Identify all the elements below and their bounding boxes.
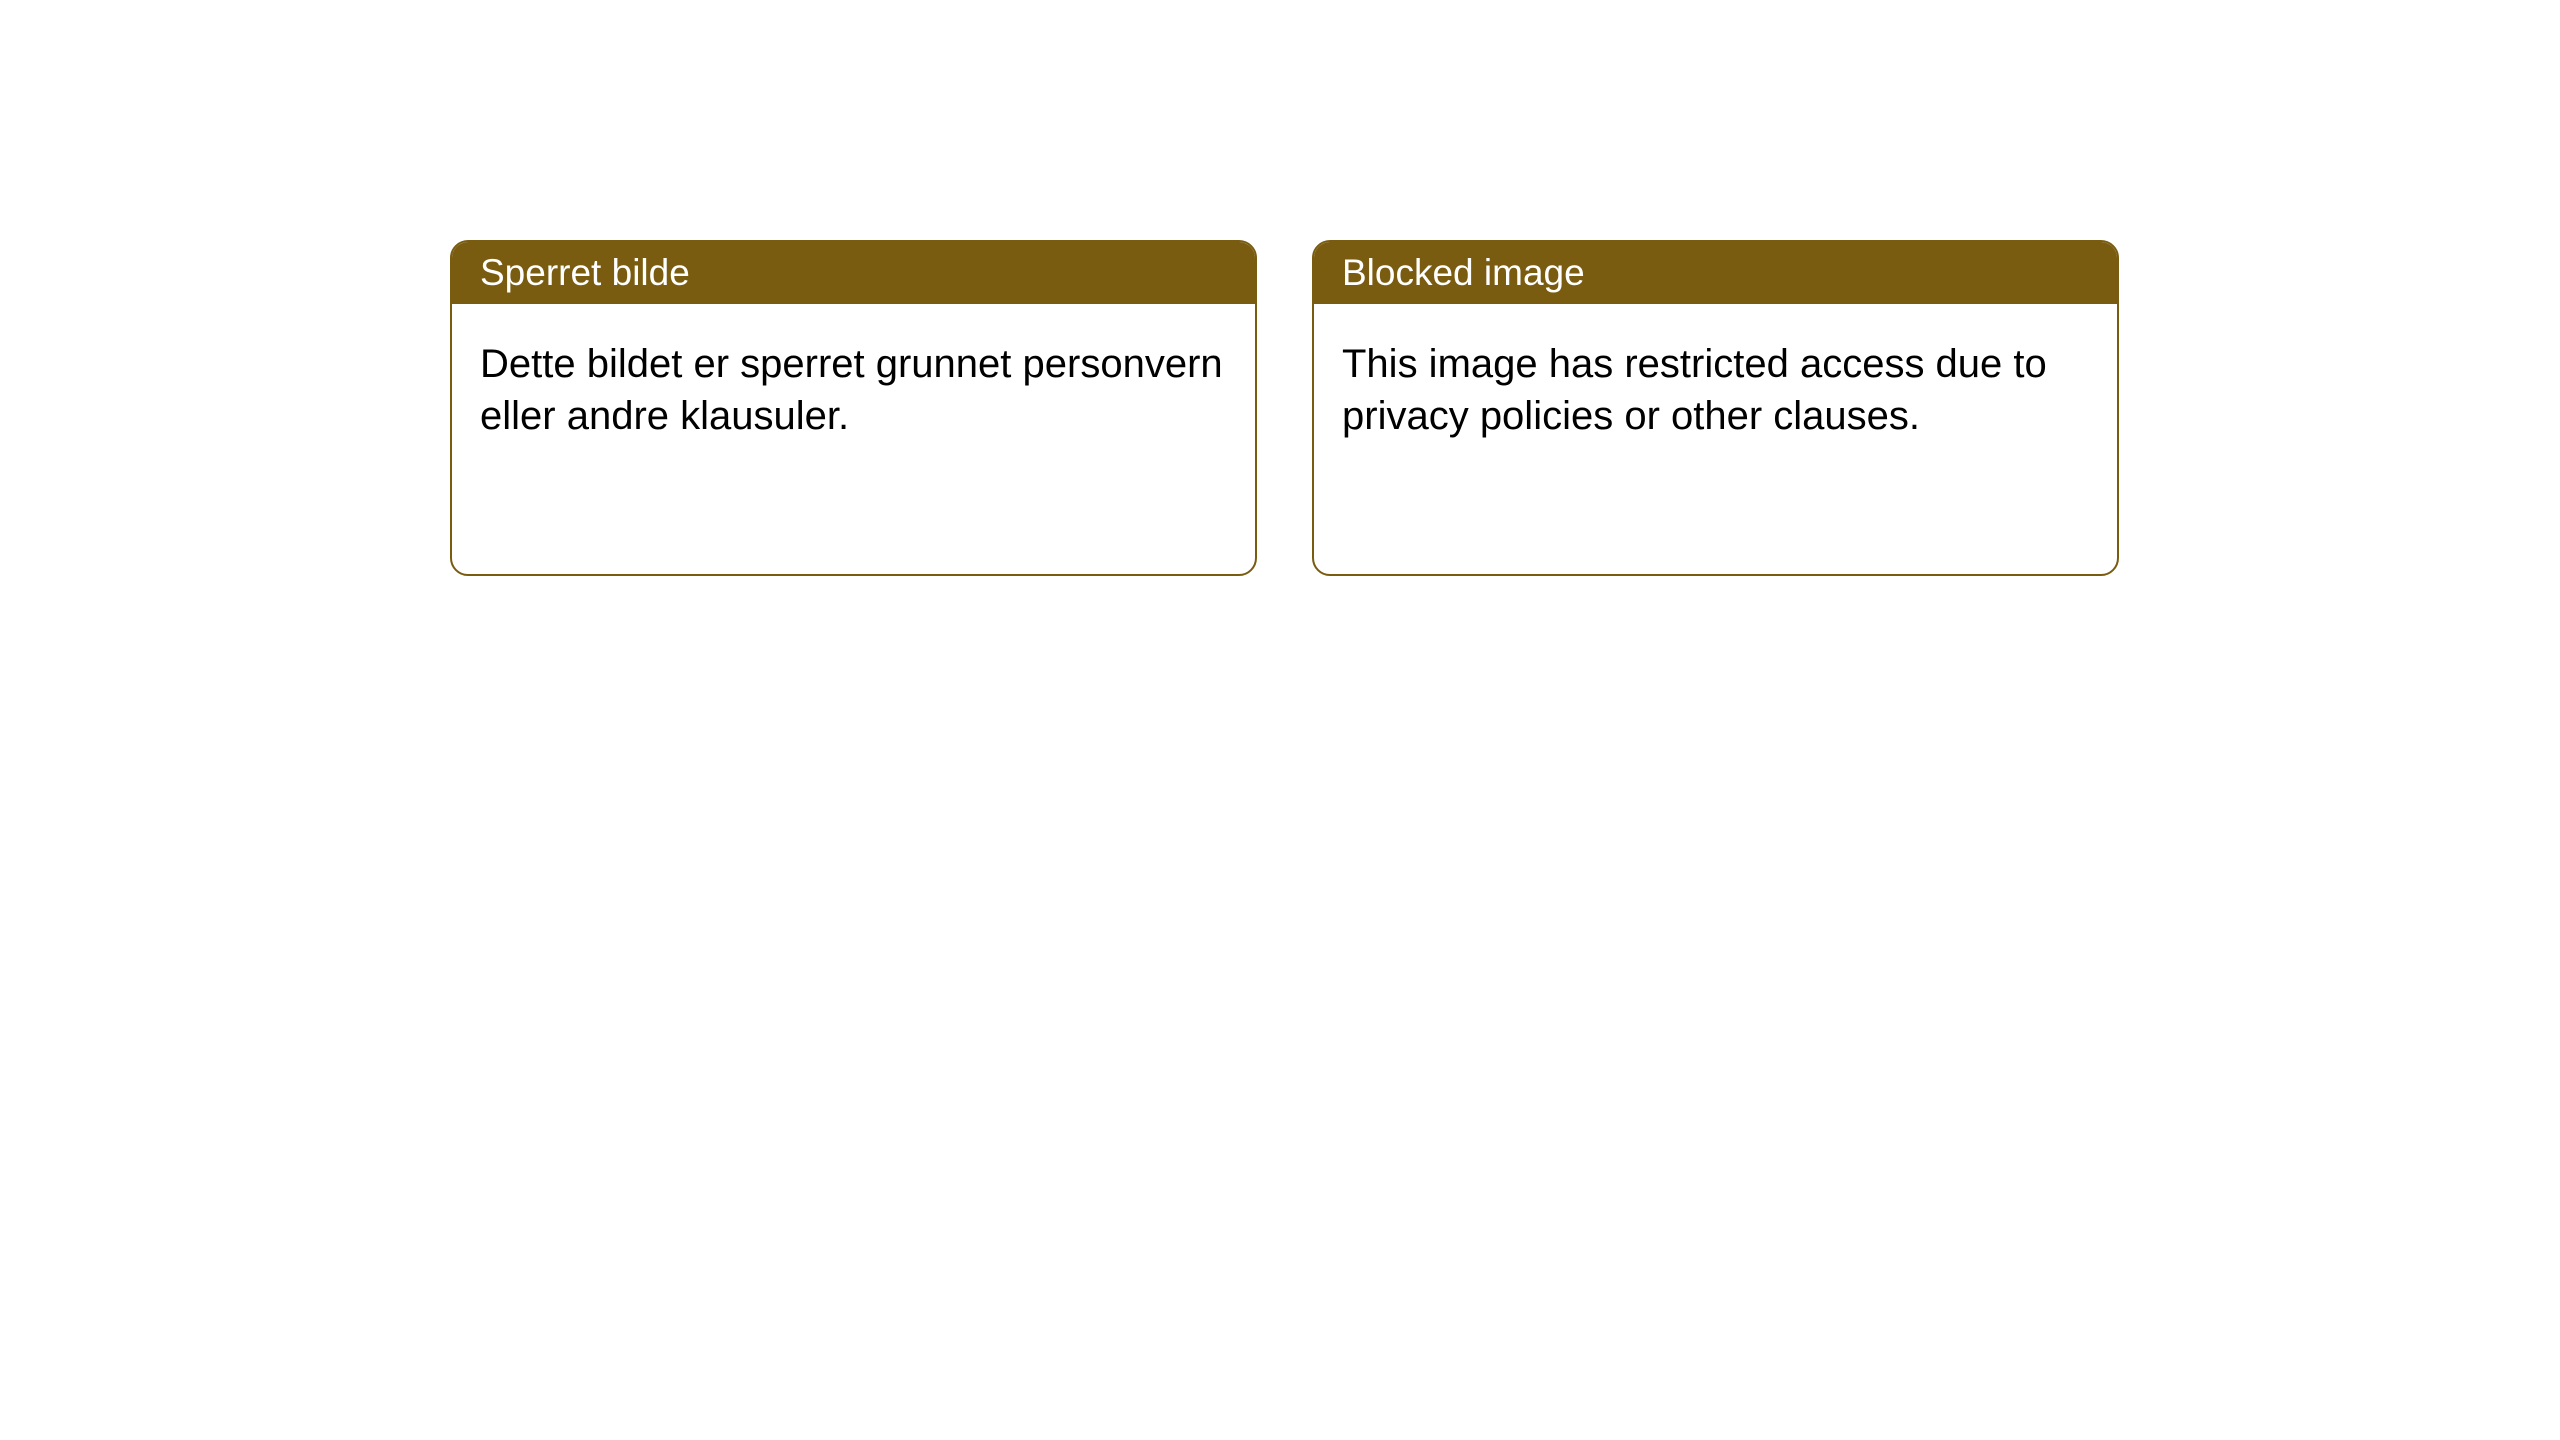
notice-card-english: Blocked image This image has restricted … [1312, 240, 2119, 576]
notice-title-english: Blocked image [1314, 242, 2117, 304]
notice-body-english: This image has restricted access due to … [1314, 304, 2117, 574]
notice-container: Sperret bilde Dette bildet er sperret gr… [0, 0, 2560, 576]
notice-title-norwegian: Sperret bilde [452, 242, 1255, 304]
notice-body-norwegian: Dette bildet er sperret grunnet personve… [452, 304, 1255, 574]
notice-card-norwegian: Sperret bilde Dette bildet er sperret gr… [450, 240, 1257, 576]
